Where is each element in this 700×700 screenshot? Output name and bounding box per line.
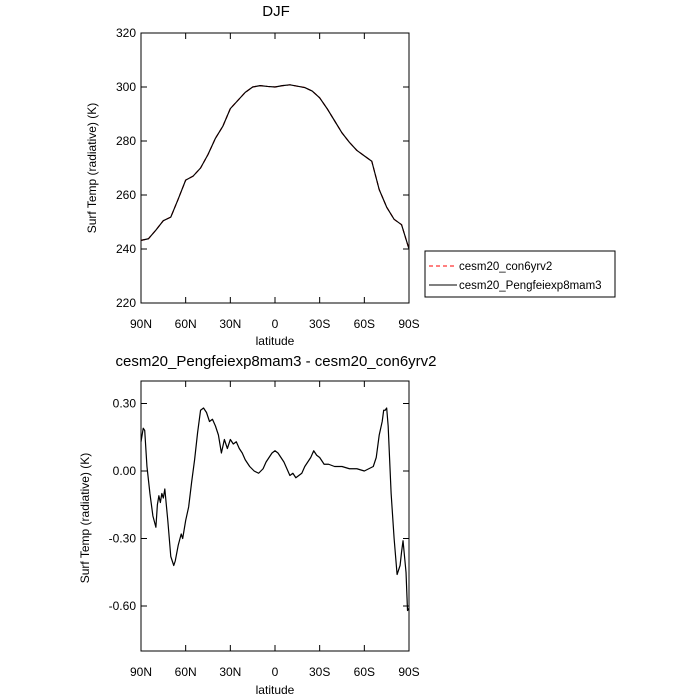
top-x-axis-label: latitude xyxy=(256,334,295,348)
top-x-tick-label: 60N xyxy=(175,317,197,331)
top-x-tick-label: 60S xyxy=(354,317,375,331)
top-chart-title: DJF xyxy=(262,3,290,20)
top-x-axis: 90N 60N 30N 0 30S 60S 90S xyxy=(130,33,420,331)
top-series-group xyxy=(140,84,410,250)
top-series-line-1 xyxy=(140,84,410,250)
legend-label-con6yrv2: cesm20_con6yrv2 xyxy=(459,261,552,273)
bottom-x-tick-label: 90N xyxy=(130,665,152,679)
bottom-x-tick-label: 60N xyxy=(175,665,197,679)
top-x-tick-label: 0 xyxy=(272,317,279,331)
top-y-tick-label: 220 xyxy=(116,296,136,310)
top-x-tick-label: 90S xyxy=(398,317,419,331)
bottom-x-axis: 90N 60N 30N 0 30S 60S 90S xyxy=(130,381,420,679)
top-y-tick-label: 280 xyxy=(116,134,136,148)
top-y-axis: 220 240 260 280 300 320 xyxy=(116,26,409,310)
bottom-plot-frame xyxy=(140,380,410,652)
top-series-line-2 xyxy=(140,84,410,250)
top-y-tick-label: 260 xyxy=(116,188,136,202)
bottom-x-tick-label: 0 xyxy=(272,665,279,679)
bottom-x-tick-label: 30S xyxy=(309,665,330,679)
top-y-tick-label: 240 xyxy=(116,242,136,256)
bottom-y-tick-label: 0.30 xyxy=(113,397,137,411)
top-x-tick-label: 30S xyxy=(309,317,330,331)
legend: cesm20_con6yrv2 cesm20_Pengfeiexp8mam3 xyxy=(424,250,616,298)
top-y-tick-label: 300 xyxy=(116,80,136,94)
bottom-x-axis-label: latitude xyxy=(256,683,295,697)
bottom-y-tick-label: 0.00 xyxy=(113,464,137,478)
bottom-y-tick-label: -0.60 xyxy=(109,599,137,613)
legend-box xyxy=(424,250,616,298)
bottom-x-tick-label: 30N xyxy=(219,665,241,679)
bottom-x-tick-label: 90S xyxy=(398,665,419,679)
top-y-tick-label: 320 xyxy=(116,26,136,40)
top-y-axis-label: Surf Temp (radiative) (K) xyxy=(85,103,99,233)
top-x-tick-label: 30N xyxy=(219,317,241,331)
bottom-panel: cesm20_Pengfeiexp8mam3 - cesm20_con6yrv2… xyxy=(78,353,437,697)
bottom-series-line-1 xyxy=(140,407,410,612)
top-plot-frame xyxy=(140,32,410,304)
bottom-chart-title: cesm20_Pengfeiexp8mam3 - cesm20_con6yrv2 xyxy=(116,353,437,370)
bottom-y-axis: 0.30 0.00 -0.30 -0.60 xyxy=(109,397,409,613)
top-x-tick-label: 90N xyxy=(130,317,152,331)
legend-label-pengfeiexp8mam3: cesm20_Pengfeiexp8mam3 xyxy=(459,280,602,292)
bottom-y-axis-label: Surf Temp (radiative) (K) xyxy=(78,453,92,583)
bottom-x-tick-label: 60S xyxy=(354,665,375,679)
bottom-series-group xyxy=(140,407,410,612)
bottom-y-tick-label: -0.30 xyxy=(109,532,137,546)
